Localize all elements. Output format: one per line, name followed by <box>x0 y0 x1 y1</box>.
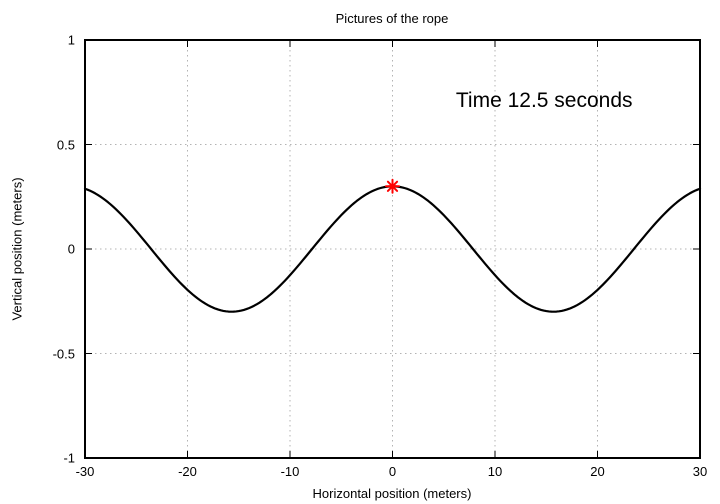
x-tick-label: 30 <box>692 464 708 479</box>
marker-asterisk <box>385 178 400 194</box>
x-tick-label: -10 <box>280 464 300 479</box>
time-annotation: Time 12.5 seconds <box>455 88 633 112</box>
x-tick-label: 0 <box>388 464 397 479</box>
y-tick-label: -1 <box>63 450 75 466</box>
x-tick-label: 10 <box>487 464 503 479</box>
y-tick-label: 0.5 <box>56 137 75 152</box>
y-tick-label: 1 <box>67 32 75 48</box>
x-tick-label: 20 <box>590 464 605 479</box>
x-tick-label: -20 <box>178 464 197 479</box>
x-axis-label: Horizontal position (meters) <box>312 486 472 501</box>
x-tick-label: -30 <box>75 464 95 479</box>
y-tick-label: 0 <box>67 241 75 257</box>
y-axis-label: Vertical position (meters) <box>9 177 25 321</box>
chart-title: Pictures of the rope <box>335 11 449 26</box>
marker-asterisk-spoke <box>386 180 399 192</box>
y-tick-label: -0.5 <box>52 346 75 361</box>
plot-border <box>84 39 701 459</box>
